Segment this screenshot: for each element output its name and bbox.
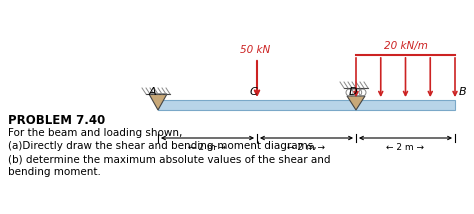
Text: B: B (459, 87, 467, 97)
Text: 50 kN: 50 kN (240, 45, 270, 55)
Text: (b) determine the maximum absolute values of the shear and: (b) determine the maximum absolute value… (8, 154, 330, 164)
Text: A: A (148, 87, 156, 97)
Text: For the beam and loading shown,: For the beam and loading shown, (8, 128, 182, 138)
Text: (a)Directly draw the shear and bending-moment diagrams,: (a)Directly draw the shear and bending-m… (8, 141, 317, 151)
Text: bending moment.: bending moment. (8, 167, 101, 177)
Bar (158, 100, 455, 110)
Text: ← 2 m →: ← 2 m → (189, 143, 227, 152)
Text: PROBLEM 7.40: PROBLEM 7.40 (8, 114, 105, 127)
Polygon shape (347, 96, 365, 110)
Text: ← 2 m →: ← 2 m → (288, 143, 326, 152)
Text: D: D (349, 87, 357, 97)
Text: C: C (249, 87, 257, 97)
Text: ← 2 m →: ← 2 m → (386, 143, 425, 152)
Polygon shape (149, 94, 167, 110)
Text: 20 kN/m: 20 kN/m (383, 41, 428, 51)
